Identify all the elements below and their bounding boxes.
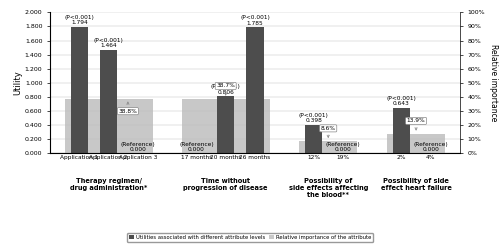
Text: Possibility of
side effects affecting
the blood**: Possibility of side effects affecting th… — [288, 178, 368, 198]
Bar — [64, 99, 152, 153]
Y-axis label: Relative importance: Relative importance — [490, 44, 498, 122]
Text: (P<0.001)
0.398: (P<0.001) 0.398 — [298, 113, 328, 123]
Bar — [182, 99, 270, 153]
Legend: Utilities associated with different attribute levels, Relative importance of the: Utilities associated with different attr… — [126, 233, 374, 242]
Y-axis label: Utility: Utility — [13, 70, 22, 95]
Bar — [70, 27, 88, 153]
Text: (P<0.001)
1.464: (P<0.001) 1.464 — [94, 38, 124, 48]
Text: 38.7%: 38.7% — [216, 83, 235, 95]
Text: 38.8%: 38.8% — [118, 102, 138, 114]
Bar — [387, 134, 446, 153]
Bar — [305, 125, 322, 153]
Text: 8.6%: 8.6% — [320, 126, 336, 138]
Bar — [299, 141, 358, 153]
Text: (P<0.001)
1.785: (P<0.001) 1.785 — [240, 15, 270, 26]
Bar — [246, 27, 264, 153]
Text: (Reference)
0.000: (Reference) 0.000 — [326, 142, 360, 152]
Text: (P<0.001)
0.643: (P<0.001) 0.643 — [386, 96, 416, 106]
Text: Therapy regimen/
drug administration*: Therapy regimen/ drug administration* — [70, 178, 148, 191]
Text: Time without
progression of disease: Time without progression of disease — [184, 178, 268, 191]
Text: (Reference)
0.000: (Reference) 0.000 — [414, 142, 448, 152]
Bar — [392, 108, 410, 153]
Text: Possibility of side
effect heart failure: Possibility of side effect heart failure — [380, 178, 452, 191]
Text: (Reference)
0.000: (Reference) 0.000 — [179, 142, 214, 152]
Bar — [100, 50, 117, 153]
Text: (P<0.001)
1.794: (P<0.001) 1.794 — [64, 15, 94, 25]
Text: (Reference)
0.000: (Reference) 0.000 — [120, 142, 155, 152]
Text: 13.9%: 13.9% — [406, 118, 426, 130]
Bar — [217, 96, 234, 153]
Text: (P<0.001)
0.806: (P<0.001) 0.806 — [211, 84, 240, 95]
